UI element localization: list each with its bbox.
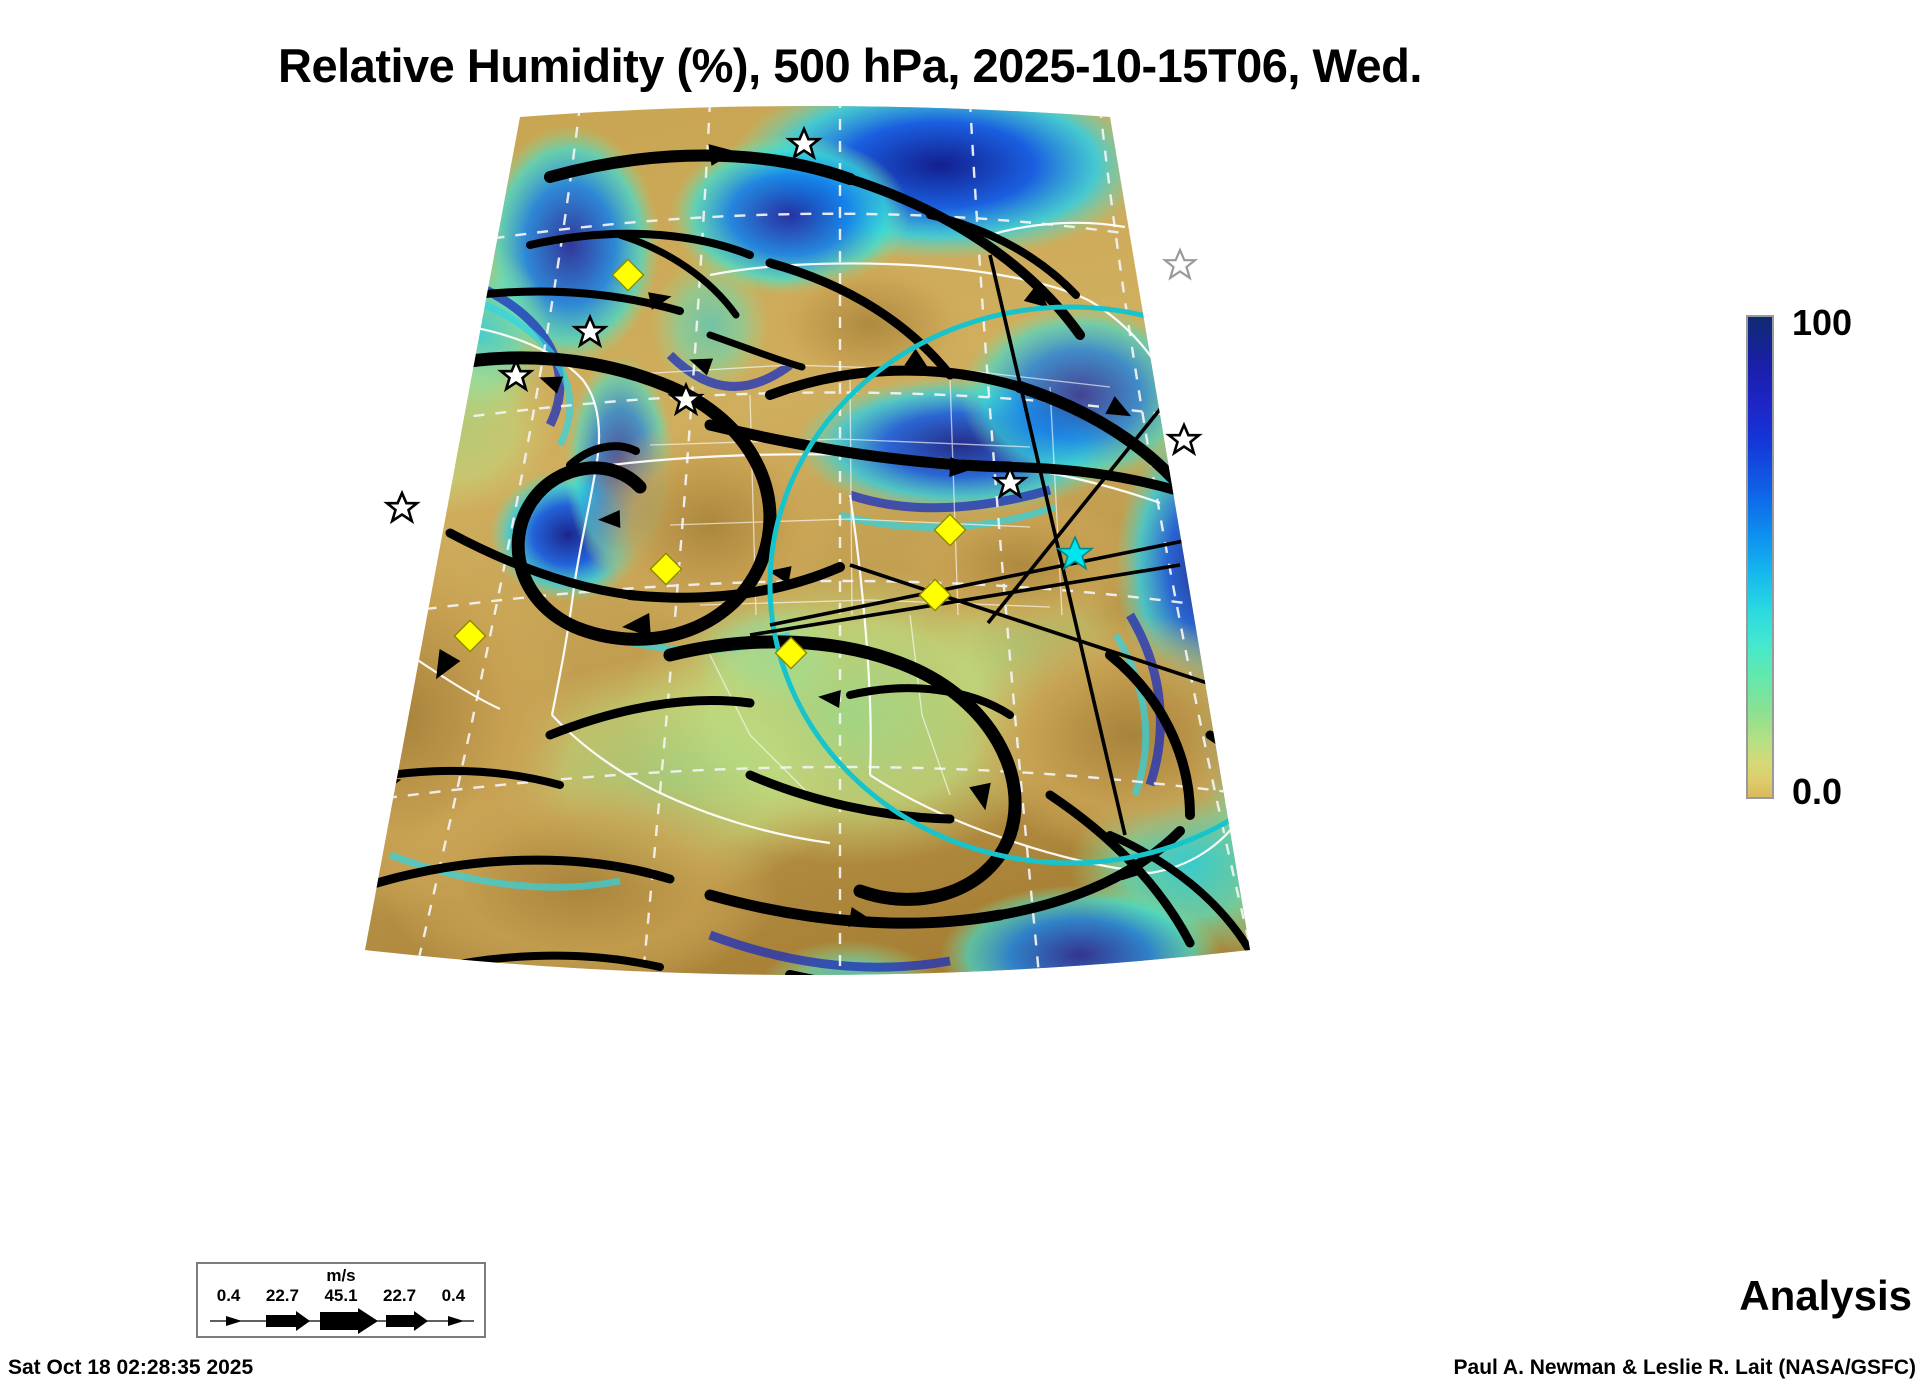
wind-legend-values: 0.4 22.7 45.1 22.7 0.4: [198, 1286, 484, 1306]
colorbar: 100 0.0: [1742, 302, 1922, 815]
colorbar-gradient: [1746, 315, 1774, 799]
wind-legend-value-5: 0.4: [441, 1286, 466, 1305]
wind-legend-value-4: 22.7: [383, 1286, 417, 1305]
flight-circle: [767, 304, 1250, 866]
colorbar-min-label: 0.0: [1792, 771, 1843, 812]
analysis-label: Analysis: [1739, 1272, 1912, 1319]
station-markers[interactable]: [383, 125, 1203, 670]
wind-legend-value-1: 0.4: [216, 1286, 241, 1305]
waypoint-diamond-icon: [453, 258, 967, 670]
station-star-outline-icon: [1161, 247, 1199, 281]
humidity-map[interactable]: [150, 95, 1470, 1030]
flight-geometry-overlay: [749, 254, 1250, 866]
wind-legend-unit-label: m/s: [326, 1266, 356, 1285]
center-star-icon[interactable]: [1055, 534, 1095, 571]
humidity-field: [365, 106, 1250, 975]
wind-speed-legend: m/s 0.4 22.7 45.1 22.7 0.4: [196, 1262, 486, 1338]
wind-legend-value-2: 22.7: [265, 1286, 299, 1305]
station-star-icon: [383, 125, 1203, 525]
wind-legend-arrow-icons: [210, 1308, 474, 1334]
page-title: Relative Humidity (%), 500 hPa, 2025-10-…: [278, 39, 1422, 92]
colorbar-max-label: 100: [1792, 302, 1853, 343]
wind-legend-value-3: 45.1: [324, 1286, 358, 1305]
generation-timestamp: Sat Oct 18 02:28:35 2025: [8, 1356, 254, 1379]
map-panel[interactable]: [150, 95, 1470, 1030]
author-credit: Paul A. Newman & Leslie R. Lait (NASA/GS…: [1453, 1356, 1916, 1379]
